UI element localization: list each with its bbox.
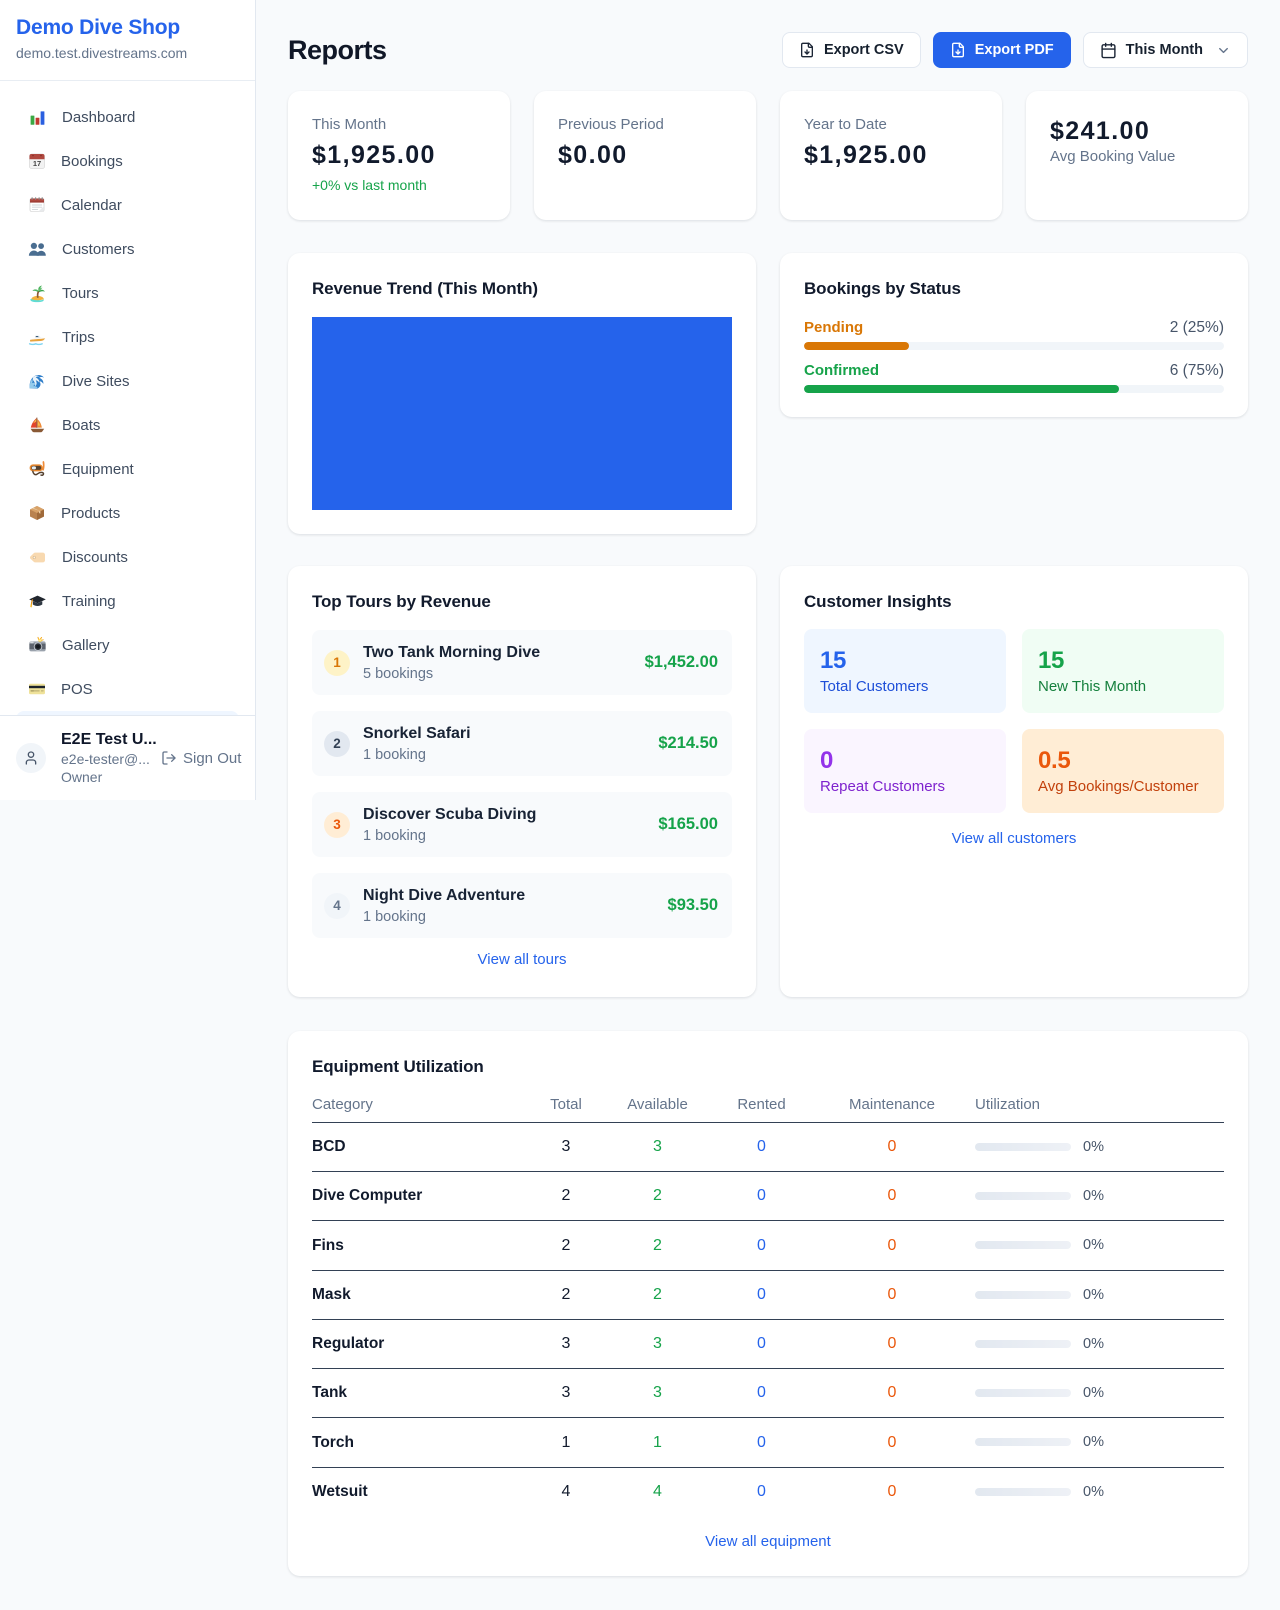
svg-text:17: 17 xyxy=(33,159,41,168)
